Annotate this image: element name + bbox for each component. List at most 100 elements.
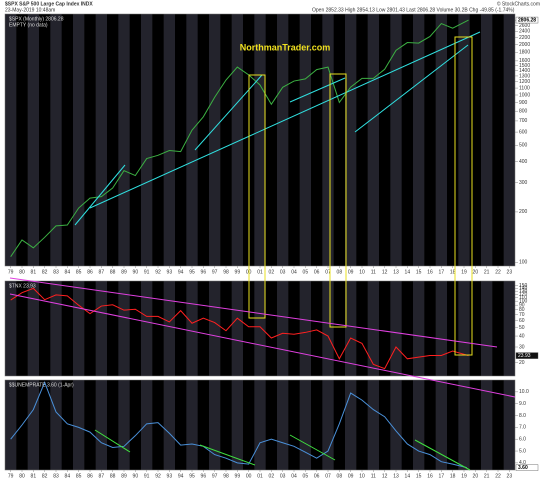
y-tick-label: 150 (519, 283, 528, 289)
year-band (435, 380, 447, 470)
year-band (322, 281, 334, 376)
x-tick-label: 92 (155, 473, 161, 479)
trend-marker (94, 429, 131, 453)
x-tick-label: 85 (76, 473, 82, 479)
y-tick-label: 8.0 (519, 413, 526, 419)
x-tick-label: 17 (439, 473, 445, 479)
y-tick-label: 1500 (519, 63, 530, 69)
x-tick-label: 95 (189, 269, 195, 275)
x-tick-label: 99 (235, 473, 241, 479)
x-tick-label: 95 (189, 473, 195, 479)
year-band (209, 380, 221, 470)
year-band (413, 281, 425, 376)
y-tick-label: 4.0 (519, 460, 526, 466)
x-tick-label: 86 (87, 269, 93, 275)
x-tick-label: 96 (201, 269, 207, 275)
x-tick-label: 82 (42, 269, 48, 275)
year-band (435, 14, 447, 266)
x-tick-label: 04 (291, 473, 297, 479)
x-tick-label: 90 (133, 473, 139, 479)
y-tick-label: 800 (519, 109, 528, 115)
x-tick-label: 19 (461, 269, 467, 275)
x-tick-label: 15 (416, 473, 422, 479)
x-tick-label: 06 (314, 269, 320, 275)
x-tick-label: 02 (269, 269, 275, 275)
x-tick-label: 01 (257, 473, 263, 479)
year-band (5, 380, 17, 470)
year-band (277, 14, 289, 266)
y-tick-label: 1800 (519, 50, 530, 56)
y-tick-label: 1600 (519, 58, 530, 64)
y-tick-label: 10.0 (519, 389, 529, 395)
x-tick-label: 11 (371, 473, 376, 479)
year-band (503, 281, 515, 376)
x-tick-label: 09 (348, 269, 354, 275)
year-band (141, 281, 153, 376)
symbol: $SPX S&P 500 Large Cap Index INDX (5, 1, 93, 7)
y-tick-label: 2000 (519, 42, 530, 48)
year-band (367, 380, 379, 470)
legend-note: EMPTY (no data) (9, 22, 48, 28)
legend-entry: $SPX (Monthly) 2806.28 (9, 16, 64, 22)
year-band (481, 14, 493, 266)
year-band (118, 281, 130, 376)
year-band (163, 14, 175, 266)
y-tick-label: 120 (519, 292, 528, 298)
x-tick-label: 12 (382, 269, 388, 275)
x-tick-label: 89 (121, 473, 127, 479)
y-tick-label: 70 (519, 312, 525, 318)
year-band (458, 14, 470, 266)
y-tick-label: 9.0 (519, 401, 526, 407)
x-tick-label: 05 (303, 269, 309, 275)
year-band (50, 281, 62, 376)
x-tick-label: 88 (110, 269, 116, 275)
x-tick-label: 88 (110, 473, 116, 479)
trend-marker (199, 444, 256, 466)
x-tick-label: 01 (257, 269, 263, 275)
year-band (367, 281, 379, 376)
x-tick-label: 16 (427, 473, 433, 479)
year-band (231, 380, 243, 470)
x-tick-label: 97 (212, 473, 218, 479)
x-tick-label: 79 (8, 269, 14, 275)
year-band (299, 380, 311, 470)
last-value-label: 3.60 (518, 465, 528, 471)
y-tick-label: 600 (519, 129, 528, 135)
year-band (186, 380, 198, 470)
year-band (481, 281, 493, 376)
x-tick-label: 97 (212, 269, 218, 275)
last-value-box (515, 16, 539, 24)
x-tick-label: 80 (19, 473, 25, 479)
y-tick-label: 900 (519, 100, 528, 106)
y-tick-label: 700 (519, 118, 528, 124)
year-band (186, 14, 198, 266)
y-tick-label: 100 (519, 299, 528, 305)
x-tick-label: 20 (473, 473, 479, 479)
legend-entry: $$UNEMPRATE 3.60 (1-Apr) (9, 382, 74, 388)
last-value-box (515, 352, 539, 359)
x-tick-label: 14 (405, 473, 411, 479)
year-band (277, 380, 289, 470)
x-tick-label: 19 (461, 473, 467, 479)
x-tick-label: 89 (121, 269, 127, 275)
x-tick-label: 87 (99, 473, 105, 479)
year-band (95, 281, 107, 376)
x-tick-label: 22 (495, 473, 501, 479)
x-tick-label: 09 (348, 473, 354, 479)
x-tick-label: 92 (155, 269, 161, 275)
y-tick-label: 200 (519, 209, 528, 215)
year-band (73, 281, 85, 376)
x-tick-label: 98 (223, 269, 229, 275)
year-band (209, 281, 221, 376)
y-tick-label: 90 (519, 303, 525, 309)
year-band (118, 14, 130, 266)
x-tick-label: 14 (405, 269, 411, 275)
y-tick-label: 80 (519, 307, 525, 313)
x-tick-label: 16 (427, 269, 433, 275)
x-tick-label: 00 (246, 473, 252, 479)
x-tick-label: 10 (359, 269, 365, 275)
y-tick-label: 500 (519, 143, 528, 149)
x-tick-label: 08 (337, 269, 343, 275)
x-tick-label: 22 (495, 269, 501, 275)
x-tick-label: 03 (280, 473, 286, 479)
